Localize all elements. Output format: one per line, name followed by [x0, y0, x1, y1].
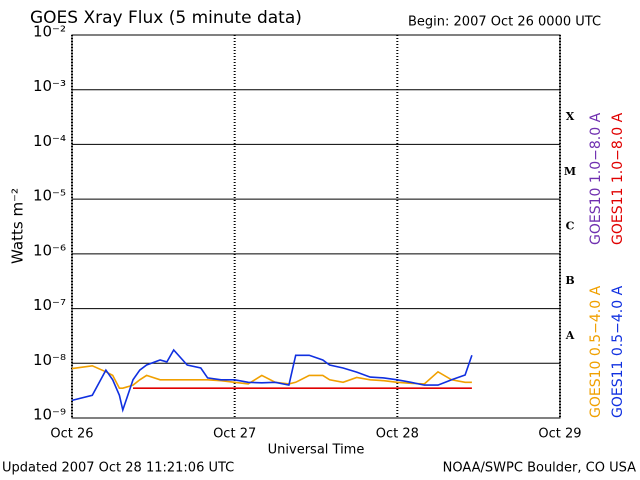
y-axis-label: Watts m⁻²: [9, 188, 27, 264]
legend-entry: GOES11 1.0−8.0 A: [610, 112, 626, 245]
y-tick-label: 10⁻⁹: [33, 406, 66, 424]
chart-subtitle: Begin: 2007 Oct 26 0000 UTC: [408, 15, 601, 30]
y-tick-label: 10⁻³: [33, 77, 66, 95]
y-tick-label: 10⁻²: [33, 23, 66, 41]
chart-title: GOES Xray Flux (5 minute data): [30, 8, 302, 28]
x-tick-label: Oct 29: [538, 427, 581, 442]
y-tick-label: 10⁻⁴: [33, 132, 66, 150]
plot-frame: [71, 34, 561, 419]
flare-class: B: [565, 274, 574, 287]
flare-class: M: [564, 165, 576, 178]
x-tick-label: Oct 28: [376, 427, 419, 442]
y-tick-label: 10⁻⁵: [33, 187, 66, 205]
footer-right: NOAA/SWPC Boulder, CO USA: [443, 461, 636, 476]
flare-class: C: [566, 220, 575, 233]
x-tick-label: Oct 27: [213, 427, 256, 442]
legend-entry: GOES11 0.5−4.0 A: [610, 285, 626, 418]
footer-left: Updated 2007 Oct 28 11:21:06 UTC: [2, 461, 234, 476]
x-tick-label: Oct 26: [50, 427, 93, 442]
y-tick-label: 10⁻⁶: [33, 241, 66, 259]
y-tick-label: 10⁻⁷: [33, 296, 66, 314]
legend-entry: GOES10 1.0−8.0 A: [588, 112, 604, 245]
series-line: [71, 348, 473, 413]
legend-entry: GOES10 0.5−4.0 A: [588, 285, 604, 418]
x-axis-label: Universal Time: [268, 443, 365, 458]
y-tick-label: 10⁻⁸: [33, 351, 66, 369]
flare-class: X: [566, 110, 575, 123]
flare-class: A: [565, 329, 575, 342]
